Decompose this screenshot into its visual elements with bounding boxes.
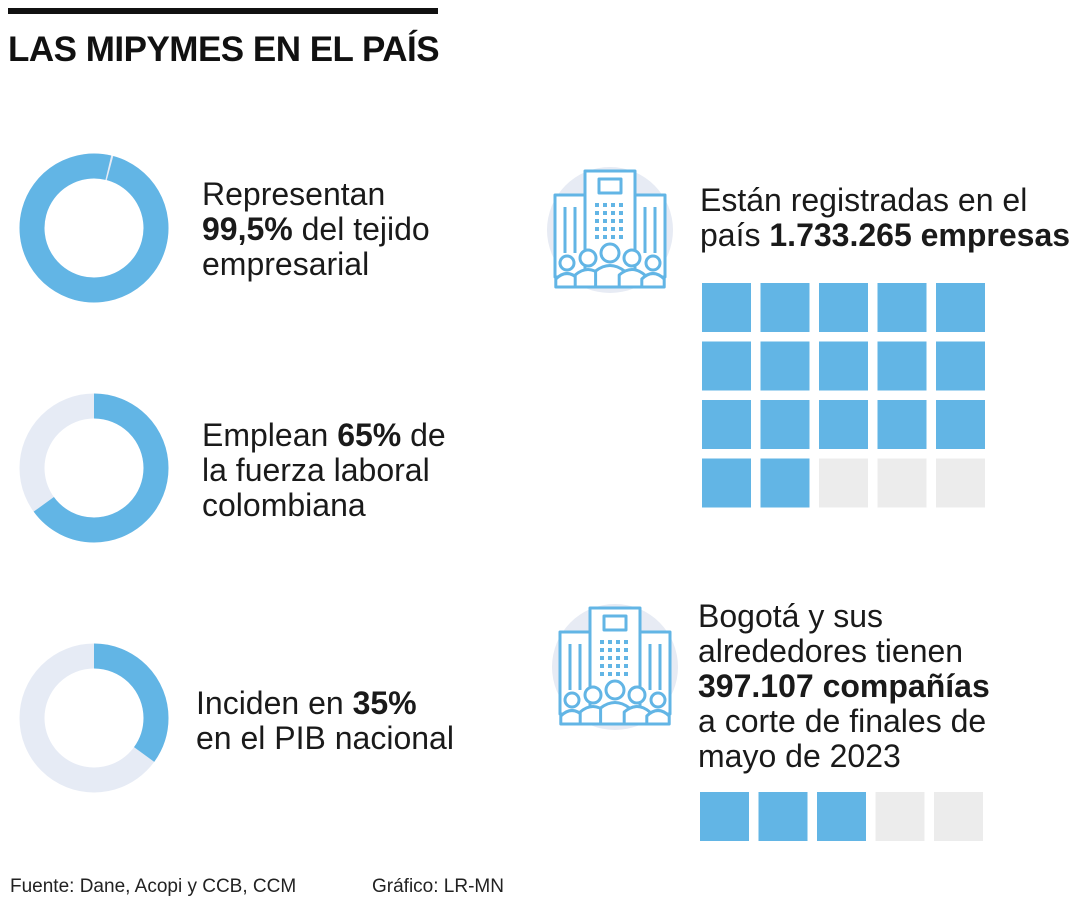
stat-text-part: Inciden en <box>196 685 353 721</box>
waffle-cell-filled <box>936 341 985 391</box>
waffle-cell-filled <box>702 283 751 332</box>
stat-line: Están registradas en el <box>700 182 1028 218</box>
waffle-cell-empty <box>934 792 983 841</box>
donut-slice-mipymes <box>19 393 169 543</box>
donut-chart-fuerza-laboral <box>19 393 169 543</box>
stat-empresas-registradas: Están registradas en el país 1.733.265 e… <box>700 183 1070 253</box>
donut-chart-pib <box>19 643 169 793</box>
waffle-cell-filled <box>702 458 751 508</box>
stat-text-part: del tejido <box>292 211 430 247</box>
waffle-cell-filled <box>702 400 751 449</box>
waffle-cell-empty <box>936 458 985 508</box>
stat-line: Inciden en 35% <box>196 686 454 721</box>
waffle-cell-filled <box>877 341 927 391</box>
waffle-cell-filled <box>760 341 810 391</box>
stat-line: empresarial <box>202 246 370 282</box>
stat-text-part: país <box>700 217 770 253</box>
stat-fuerza-laboral: Emplean 65% de la fuerza laboral colombi… <box>202 418 446 523</box>
waffle-cell-filled <box>877 283 927 332</box>
donut-slice-mipymes <box>19 153 169 303</box>
waffle-cell-filled <box>758 792 808 841</box>
stat-line: mayo de 2023 <box>698 738 901 774</box>
waffle-cell-filled <box>936 283 985 332</box>
waffle-cell-filled <box>819 341 868 391</box>
office-building-with-people-icon <box>547 167 673 293</box>
stat-value: 397.107 compañías <box>698 668 990 704</box>
waffle-cell-filled <box>877 400 927 449</box>
donut-slice-mipymes <box>19 643 169 793</box>
stat-line: país 1.733.265 empresas <box>700 218 1070 253</box>
stat-line: a corte de finales de <box>698 703 987 739</box>
stat-tejido-empresarial: Representan 99,5% del tejido empresarial <box>202 177 430 282</box>
stat-text-part: Emplean <box>202 417 338 453</box>
stat-line: 99,5% del tejido <box>202 212 430 247</box>
stat-value: 65% <box>337 417 402 453</box>
waffle-cell-empty <box>819 458 868 508</box>
waffle-cell-filled <box>819 400 868 449</box>
stat-pib: Inciden en 35% en el PIB nacional <box>196 686 454 756</box>
stat-line: Emplean 65% de <box>202 418 446 453</box>
waffle-cell-filled <box>936 400 985 449</box>
graphic-credit: Gráfico: LR-MN <box>372 876 504 897</box>
waffle-cell-filled <box>760 283 810 332</box>
waffle-chart-bogota <box>700 792 983 841</box>
source-note: Fuente: Dane, Acopi y CCB, CCM <box>10 876 297 897</box>
donut-chart-tejido-empresarial <box>19 153 169 303</box>
stat-text-part: de <box>401 417 446 453</box>
waffle-chart-empresas <box>702 283 985 508</box>
office-building-with-people-icon <box>552 604 678 730</box>
stat-line: la fuerza laboral <box>202 452 430 488</box>
stat-line: colombiana <box>202 487 366 523</box>
waffle-cell-filled <box>760 400 810 449</box>
stat-line: 397.107 compañías <box>698 669 990 704</box>
waffle-cell-filled <box>817 792 866 841</box>
page-title: LAS MIPYMES EN EL PAÍS <box>8 30 440 69</box>
stat-line: en el PIB nacional <box>196 720 454 756</box>
stat-line: Representan <box>202 176 386 212</box>
waffle-cell-filled <box>760 458 810 508</box>
stat-value: 1.733.265 empresas <box>769 217 1071 253</box>
waffle-cell-filled <box>819 283 868 332</box>
stat-line: Bogotá y sus <box>698 598 883 634</box>
stat-value: 35% <box>352 685 417 721</box>
waffle-cell-filled <box>700 792 749 841</box>
stat-bogota: Bogotá y sus alrededores tienen 397.107 … <box>698 599 990 774</box>
waffle-cell-filled <box>702 341 751 391</box>
top-rule <box>8 8 438 14</box>
stat-value: 99,5% <box>202 211 293 247</box>
waffle-cell-empty <box>875 792 925 841</box>
waffle-cell-empty <box>877 458 927 508</box>
stat-line: alrededores tienen <box>698 633 964 669</box>
